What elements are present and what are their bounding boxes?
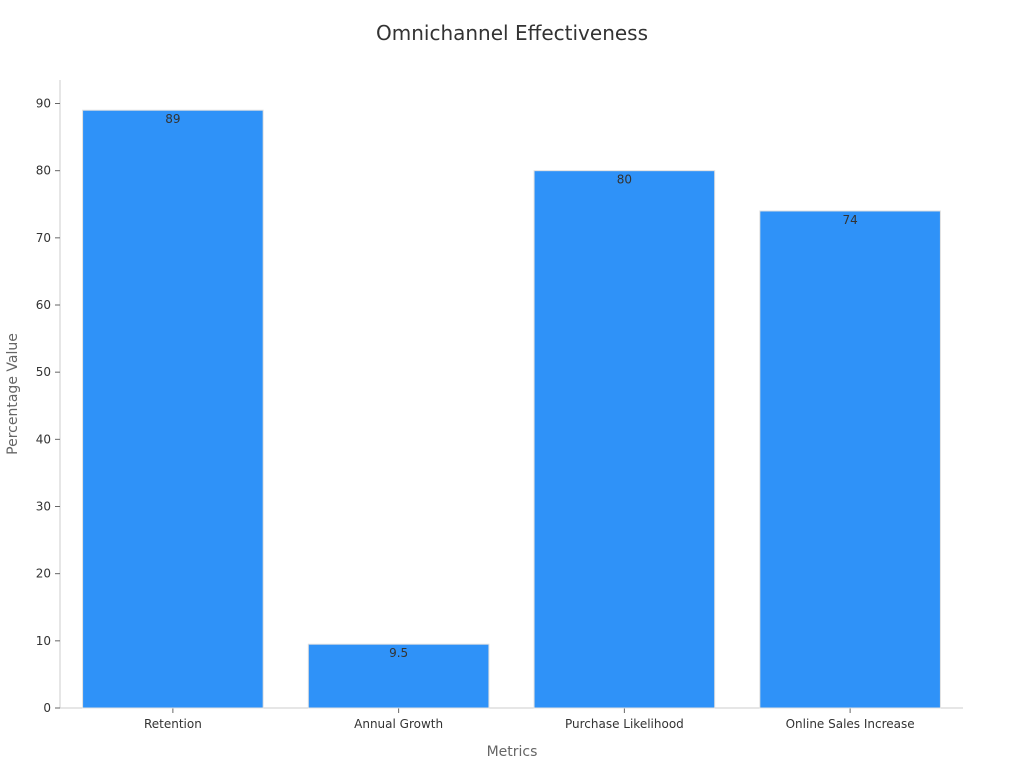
bars: [82, 109, 941, 709]
x-tick-label: Annual Growth: [354, 717, 443, 731]
y-tick-label: 50: [36, 365, 51, 379]
x-tick-label: Purchase Likelihood: [565, 717, 684, 731]
x-tick-label: Retention: [144, 717, 202, 731]
y-tick-label: 80: [36, 164, 51, 178]
y-tick-label: 30: [36, 500, 51, 514]
bar: [82, 109, 264, 709]
data-label: 74: [842, 213, 857, 227]
data-label: 9.5: [389, 646, 408, 660]
y-tick-label: 90: [36, 97, 51, 111]
y-axis: 0 10 20 30 40 50 60 70 80 90: [36, 80, 61, 715]
data-label: 80: [617, 173, 632, 187]
y-tick-label: 0: [43, 701, 51, 715]
y-tick-label: 40: [36, 432, 51, 446]
chart-title: Omnichannel Effectiveness: [376, 21, 648, 45]
bar: [307, 643, 490, 709]
y-axis-title: Percentage Value: [5, 333, 21, 455]
data-labels: 89 9.5 80 74: [165, 112, 858, 660]
bar: [759, 210, 941, 709]
y-tick-label: 70: [36, 231, 51, 245]
data-label: 89: [165, 112, 180, 126]
bar: [533, 170, 716, 709]
y-tick-label: 60: [36, 298, 51, 312]
x-axis: Retention Annual Growth Purchase Likelihoo…: [60, 707, 963, 731]
x-tick-label: Online Sales Increase: [786, 717, 915, 731]
x-axis-title: Metrics: [487, 744, 538, 760]
y-tick-label: 10: [36, 634, 51, 648]
y-tick-label: 20: [36, 567, 51, 581]
